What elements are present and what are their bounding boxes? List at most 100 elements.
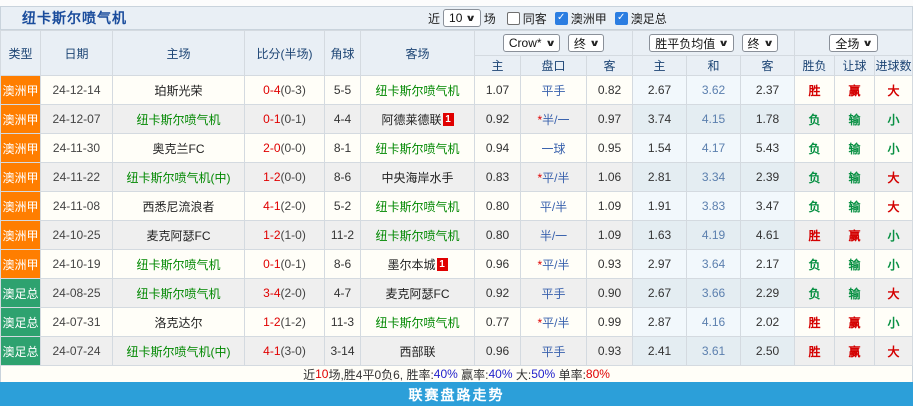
result-handicap: 输 [834,162,876,192]
home-team-link[interactable]: 奥克兰FC [152,141,205,156]
handicap-home-odds: 0.80 [474,191,521,221]
match-type-cell: 澳足总 [0,336,41,366]
handicap-line: 一球 [520,133,587,163]
home-team-link[interactable]: 纽卡斯尔喷气机 [136,112,221,127]
halftime-score: (0-3) [280,83,306,97]
avg-home-odds: 2.67 [632,75,688,105]
match-score: 1-2(1-2) [244,307,325,337]
avg-home-odds: 1.91 [632,191,688,221]
match-date: 24-07-24 [40,336,113,366]
col-header-type: 类型 [0,30,41,76]
scope-select[interactable]: 全场 ∨ [829,34,878,52]
home-team-link[interactable]: 珀斯光荣 [154,83,203,98]
fulltime-score: 1-2 [263,228,281,242]
handicap-line: 平手 [520,278,587,308]
home-team-link[interactable]: 纽卡斯尔喷气机(中) [126,170,231,185]
away-team-link[interactable]: 纽卡斯尔喷气机 [375,228,460,243]
near-label: 近 [428,11,441,26]
odds-time-value: 终 [573,36,586,51]
result-wdl: 负 [794,133,836,163]
match-type-cell: 澳洲甲 [0,249,41,279]
filter-checkbox-1[interactable]: ✓ 澳洲甲 [554,10,607,27]
home-team-link[interactable]: 纽卡斯尔喷气机 [136,286,221,301]
away-team-link[interactable]: 中央海岸水手 [381,170,454,185]
league-trend-link[interactable]: 联赛盘路走势 [0,382,913,406]
handicap-home-odds: 0.80 [474,220,521,250]
recent-summary: 近 10 场,胜4平0负6, 胜率: 40% 赢率: 40% 大: 50% 单率: 80% [0,366,913,382]
away-team-cell: 纽卡斯尔喷气机 [360,191,475,221]
matches-table: 类型 日期 主场 比分(半场) 角球 客场 Crow* ∨ 终 [0,30,913,366]
title-bar: 纽卡斯尔喷气机 近 10 ∨ 场 ✓同客✓澳洲甲✓澳足总 [0,6,913,30]
avg-draw-odds: 4.15 [686,104,742,134]
home-team-link[interactable]: 纽卡斯尔喷气机 [136,257,221,272]
away-team-cell: 西部联 [360,336,475,366]
summary-text: 40% [488,367,513,381]
avg-away-odds: 4.61 [740,220,796,250]
avg-home-odds: 2.97 [632,249,688,279]
match-type-cell: 澳足总 [0,307,41,337]
corner-score: 5-5 [324,75,361,105]
table-row: 澳洲甲 24-12-07 纽卡斯尔喷气机 0-1(0-1) 4-4 阿德莱德联 1… [0,104,913,134]
page-title: 纽卡斯尔喷气机 [22,10,127,26]
sub-header-handicap-home: 主 [474,55,521,76]
away-team-link[interactable]: 墨尔本城 [387,257,436,272]
match-date: 24-12-07 [40,104,113,134]
rank-badge: 1 [442,112,454,126]
result-goals: 大 [874,162,913,192]
away-team-cell: 纽卡斯尔喷气机 [360,220,475,250]
halftime-score: (2-0) [280,199,306,213]
home-team-link[interactable]: 西悉尼流浪者 [142,199,215,214]
away-team-link[interactable]: 阿德莱德联 [381,112,442,127]
table-row: 澳洲甲 24-10-19 纽卡斯尔喷气机 0-1(0-1) 8-6 墨尔本城 1 … [0,249,913,279]
sub-header-goals-result: 进球数 [874,55,913,76]
away-team-cell: 纽卡斯尔喷气机 [360,307,475,337]
odds-company-select[interactable]: Crow* ∨ [502,34,560,52]
away-team-link[interactable]: 西部联 [399,344,436,359]
filter-checkbox-0[interactable]: ✓同客 [506,10,547,27]
matches-count-select[interactable]: 10 ∨ [443,9,481,27]
handicap-line: *平/半 [520,249,587,279]
filter-checkbox-2[interactable]: ✓ 澳足总 [614,10,667,27]
home-team-link[interactable]: 麦克阿瑟FC [146,228,211,243]
avg-away-odds: 2.50 [740,336,796,366]
avg-odds-group-header: 胜平负均值 ∨ 终 ∨ [632,30,796,56]
halftime-score: (0-1) [280,257,306,271]
col-header-date: 日期 [40,30,113,76]
fulltime-score: 2-0 [263,141,281,155]
sub-header-handicap-line: 盘口 [520,55,587,76]
avg-odds-select[interactable]: 胜平负均值 ∨ [649,34,734,52]
avg-away-odds: 3.47 [740,191,796,221]
avg-time-select[interactable]: 终 ∨ [741,34,778,52]
halftime-score: (0-1) [280,112,306,126]
halftime-score: (0-0) [280,170,306,184]
checkbox-checked-icon[interactable]: ✓ [554,11,568,25]
handicap-away-odds: 0.93 [585,249,634,279]
away-team-link[interactable]: 纽卡斯尔喷气机 [375,199,460,214]
avg-odds-value: 胜平负均值 [655,36,716,51]
fulltime-score: 0-1 [263,112,281,126]
home-team-link[interactable]: 洛克达尔 [154,315,203,330]
fulltime-score: 3-4 [263,286,281,300]
away-team-link[interactable]: 纽卡斯尔喷气机 [375,83,460,98]
avg-time-value: 终 [747,36,760,51]
away-team-link[interactable]: 纽卡斯尔喷气机 [375,141,460,156]
handicap-line-text: 平手 [541,344,566,359]
odds-time-select[interactable]: 终 ∨ [567,34,605,52]
corner-score: 11-3 [324,307,361,337]
away-team-link[interactable]: 麦克阿瑟FC [385,286,450,301]
summary-text: 大: [512,367,532,382]
result-handicap: 输 [834,133,876,163]
away-team-cell: 麦克阿瑟FC [360,278,475,308]
handicap-line: 平手 [520,336,587,366]
checkbox-unchecked-icon[interactable]: ✓ [506,11,520,25]
handicap-line-text: 半/一 [539,228,568,243]
result-handicap: 输 [834,191,876,221]
chevron-down-icon: ∨ [465,12,477,23]
checkbox-checked-icon[interactable]: ✓ [614,11,628,25]
home-team-link[interactable]: 纽卡斯尔喷气机(中) [126,344,231,359]
match-date: 24-12-14 [40,75,113,105]
away-team-link[interactable]: 纽卡斯尔喷气机 [375,315,460,330]
filter-label: 同客 [522,11,547,26]
col-header-corner: 角球 [324,30,361,76]
